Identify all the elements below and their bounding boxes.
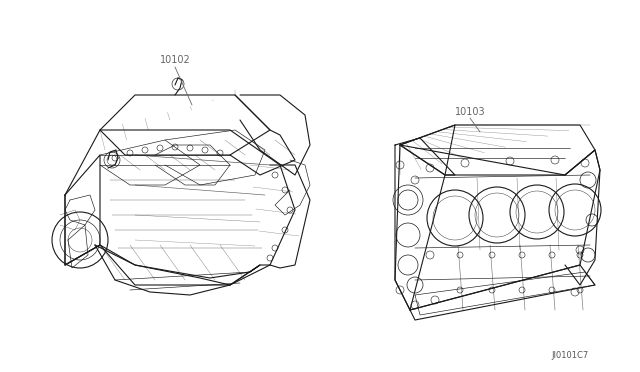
Text: 10102: 10102 (159, 55, 190, 65)
Text: 10103: 10103 (454, 107, 485, 117)
Text: JI0101C7: JI0101C7 (552, 350, 589, 359)
